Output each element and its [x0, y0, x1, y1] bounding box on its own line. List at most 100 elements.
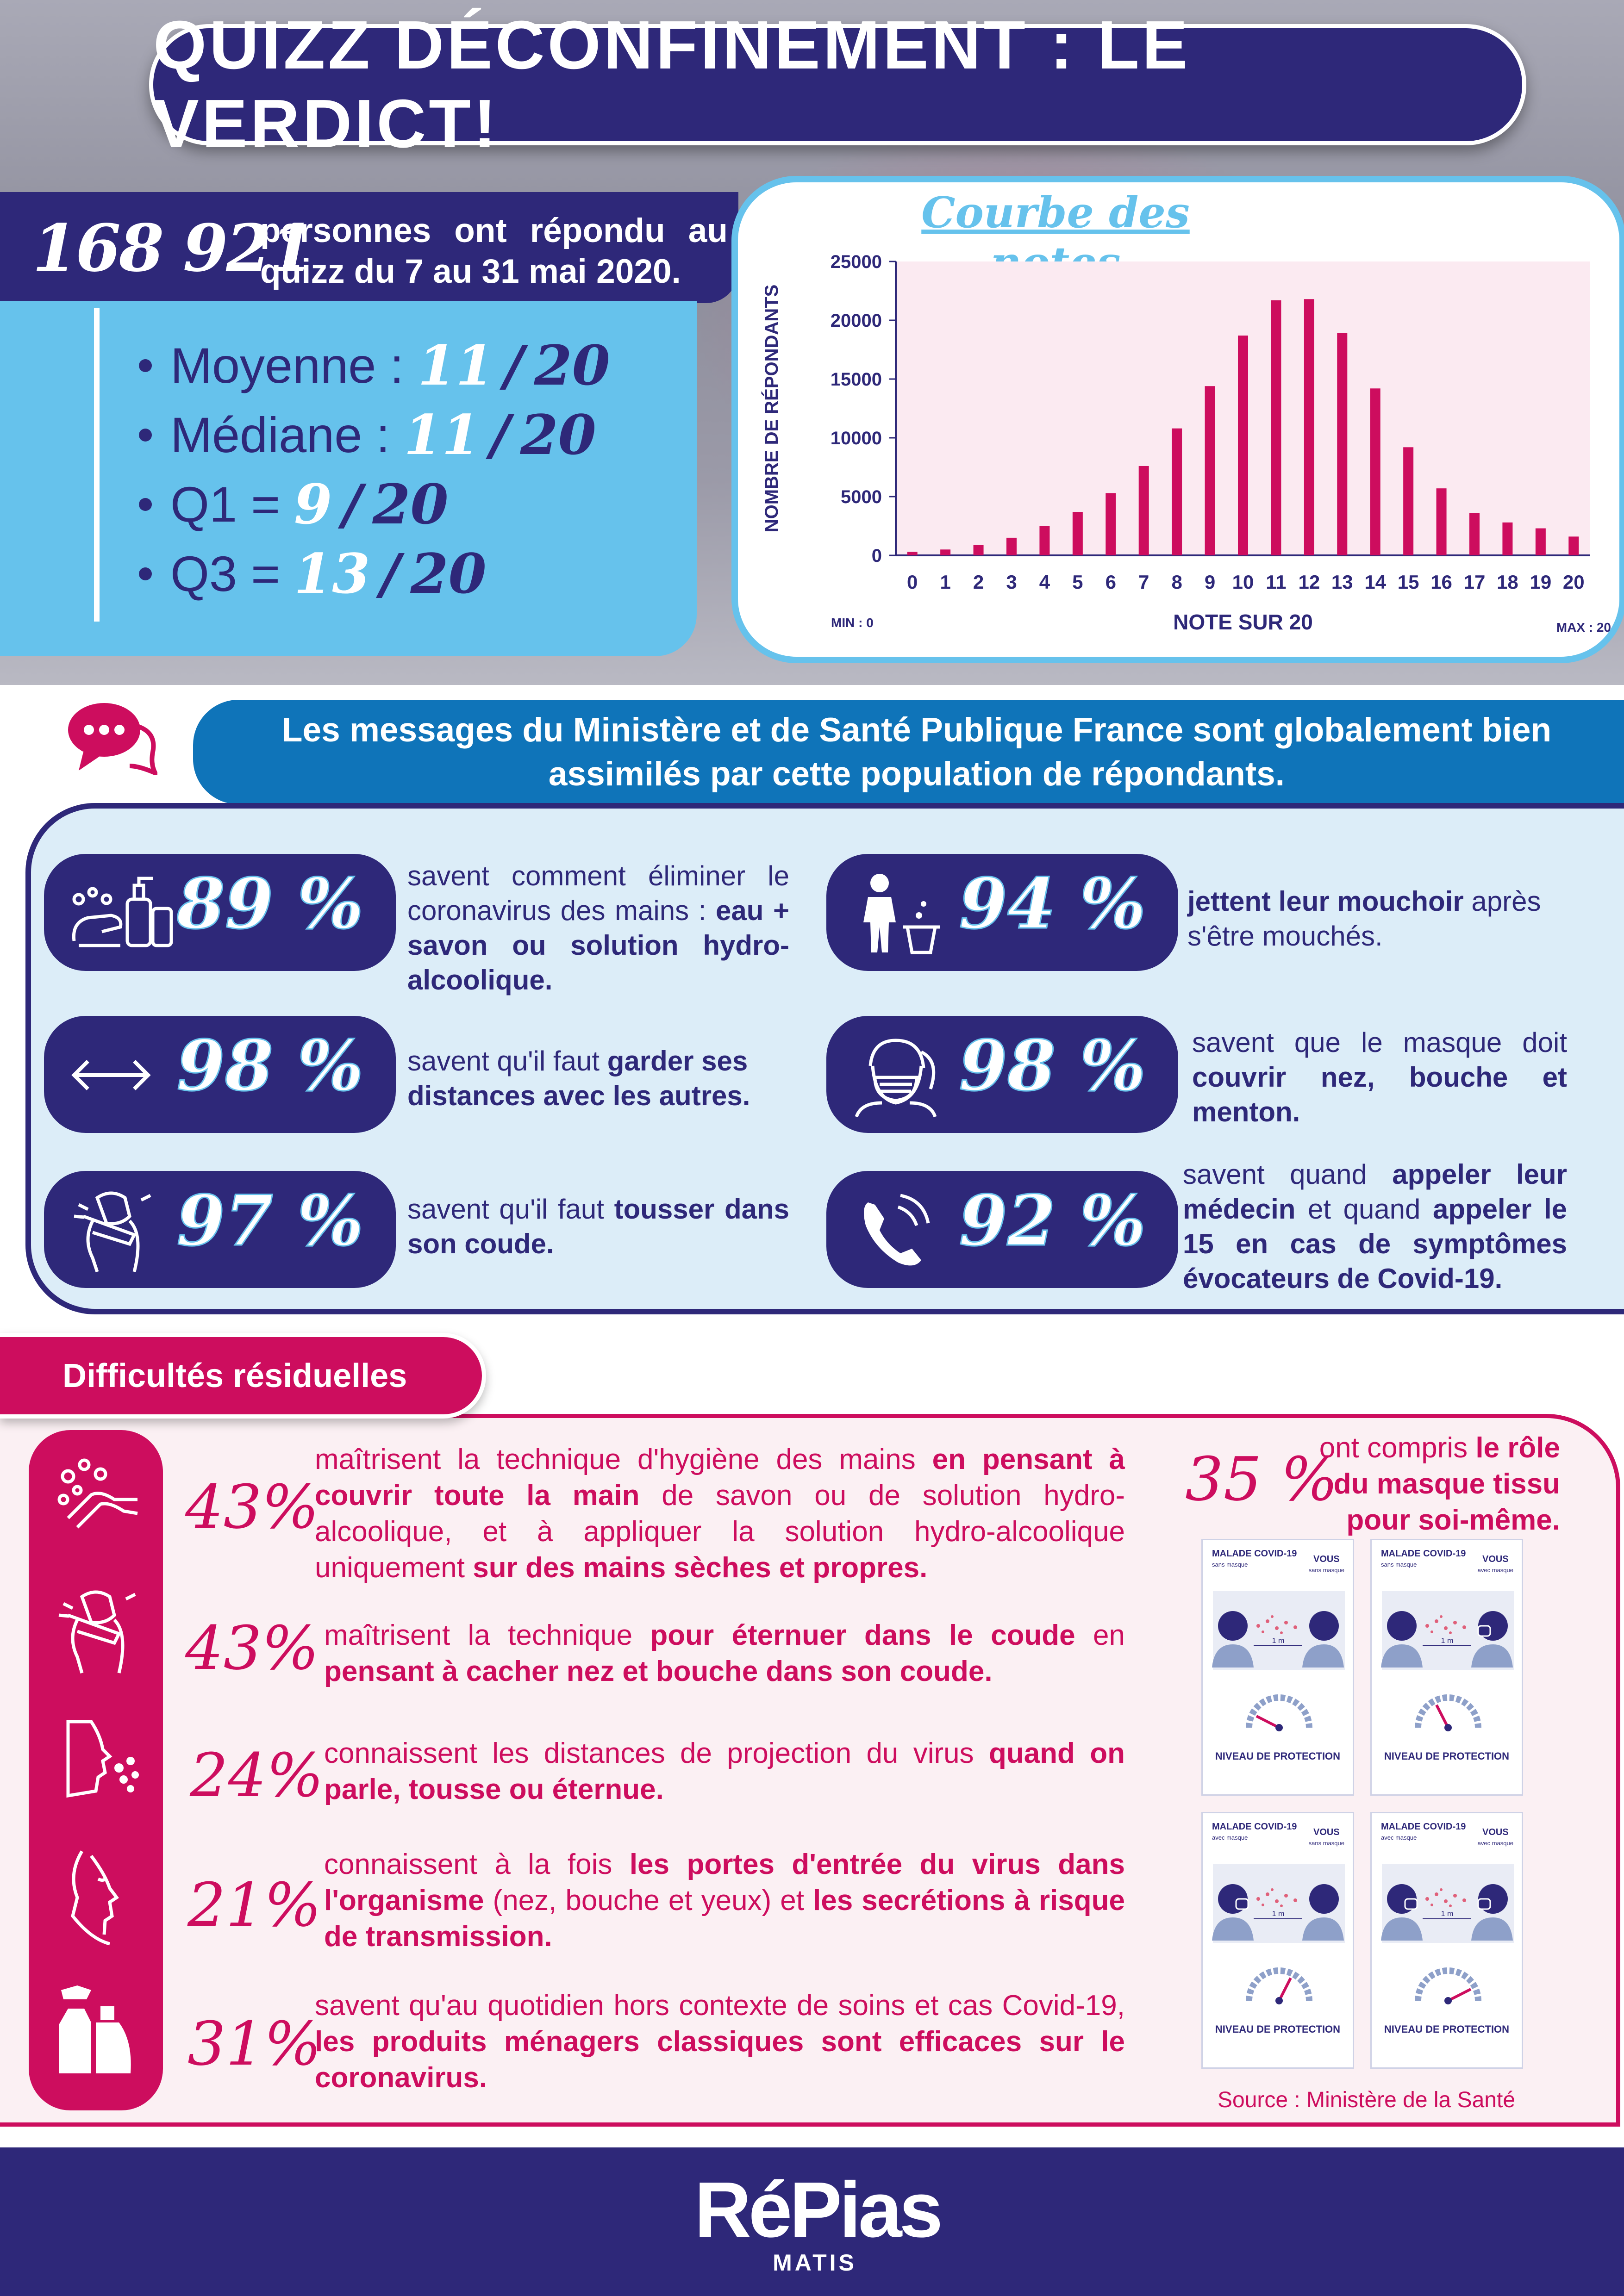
gauge-needle	[1447, 1988, 1472, 2002]
you-head-icon	[1309, 1611, 1339, 1641]
cleaning-products-icon	[59, 1985, 131, 2073]
stat-q1: Q1 = 9/20	[139, 472, 449, 536]
distance-arrow-icon	[71, 1060, 151, 1090]
you-mask-icon	[1477, 1625, 1491, 1637]
stat-value: 9	[294, 472, 332, 536]
bar	[1469, 513, 1480, 555]
text-part: savent qu'il faut	[407, 1194, 614, 1225]
x-tick-label: 6	[1106, 571, 1116, 593]
y-tick-label: 15000	[831, 369, 882, 390]
droplets-icon	[1256, 1615, 1297, 1634]
text-bold: en pensant à couvrir toute la main	[315, 1444, 1125, 1512]
patient-body-icon	[1381, 1644, 1423, 1668]
bar	[1006, 537, 1017, 555]
hand-washing-icon	[72, 877, 173, 947]
stat-sep: /	[504, 333, 524, 398]
you-body-icon	[1302, 1917, 1344, 1941]
y-axis-label: NOMBRE DE RÉPONDANTS	[761, 285, 782, 533]
stat-value: 11	[418, 333, 494, 398]
x-tick-label: 9	[1205, 571, 1215, 593]
x-tick-label: 19	[1530, 571, 1551, 593]
text-bold: couvrir nez, bouche et menton.	[1192, 1062, 1567, 1127]
card-right-label: VOUS avec masque	[1478, 1827, 1513, 1848]
card-left-title: MALADE COVID-19	[1212, 1822, 1297, 1832]
card-left-label: MALADE COVID-19 avec masque	[1212, 1822, 1297, 1843]
cough-elbow-icon	[74, 1191, 151, 1273]
distance-label: 1 m	[1272, 1910, 1285, 1918]
x-tick-label: 10	[1232, 571, 1254, 593]
you-mask-icon	[1477, 1898, 1491, 1910]
scenario-illustration: 1 m	[1381, 1864, 1514, 2004]
bar	[1370, 388, 1380, 555]
gauge-pivot	[1275, 1724, 1283, 1731]
difficulties-icon-column	[29, 1430, 163, 2110]
stat-label: Moyenne :	[170, 337, 404, 393]
protection-gauge	[1415, 1694, 1481, 1728]
mask-scenario-card: MALADE COVID-19 sans masque VOUS avec masqu…	[1370, 1539, 1523, 1796]
bar	[1106, 493, 1116, 555]
patient-head-icon	[1387, 1611, 1417, 1641]
card-left-title: MALADE COVID-19	[1381, 1549, 1466, 1559]
card-left-label: MALADE COVID-19 avec masque	[1381, 1822, 1466, 1843]
mask-pct: 35 %	[1185, 1444, 1338, 1514]
phone-icon	[864, 1194, 930, 1266]
text-part: savent que le masque doit	[1192, 1027, 1567, 1058]
text-part: ont compris	[1319, 1432, 1476, 1464]
protection-gauge	[1246, 1694, 1312, 1728]
y-tick-label: 25000	[831, 252, 882, 272]
text-part: savent qu'il faut	[407, 1045, 607, 1076]
bar	[1039, 526, 1050, 555]
y-tick-label: 0	[872, 546, 882, 566]
stat-total: 20	[372, 472, 449, 536]
repias-logo: RéPias MATIS	[694, 2171, 943, 2276]
card-left-sub: sans masque	[1212, 1561, 1248, 1568]
bar	[1535, 528, 1546, 555]
mask-scenario-card: MALADE COVID-19 avec masque VOUS avec masqu…	[1370, 1812, 1523, 2069]
text-bold: garder ses distances avec les autres.	[407, 1045, 750, 1111]
text-part: connaissent à la fois	[324, 1848, 630, 1880]
you-body-icon	[1302, 1644, 1344, 1668]
text-part: (nez, bouche et yeux) et	[484, 1885, 813, 1916]
text-part: savent quand	[1183, 1159, 1393, 1190]
you-body-icon	[1471, 1644, 1513, 1668]
respondents-band	[0, 192, 738, 303]
text-part: et quand	[1295, 1194, 1433, 1225]
bar	[940, 549, 951, 555]
text-bold: jettent leur mouchoir	[1187, 886, 1464, 917]
bullet	[139, 359, 152, 372]
bar	[973, 545, 984, 555]
positive-text-tissue: jettent leur mouchoir après s'être mouch…	[1187, 884, 1565, 953]
text-bold: quand on parle, tousse ou éternue.	[324, 1737, 1125, 1805]
card-right-sub: avec masque	[1477, 1567, 1513, 1574]
card-left-label: MALADE COVID-19 sans masque	[1381, 1549, 1466, 1570]
pct-value: 97 %	[176, 1180, 364, 1263]
card-left-sub: avec masque	[1381, 1834, 1417, 1841]
max-label: MAX : 20	[1556, 620, 1611, 635]
protection-level-label: NIVEAU DE PROTECTION	[1215, 2023, 1341, 2035]
card-left-title: MALADE COVID-19	[1212, 1549, 1297, 1559]
bar	[1337, 333, 1348, 555]
card-right-title: VOUS	[1313, 1554, 1340, 1564]
patient-mask-icon	[1235, 1898, 1249, 1910]
source-note: Source : Ministère de la Santé	[1218, 2088, 1516, 2112]
x-tick-label: 20	[1563, 571, 1585, 593]
gauge-pivot	[1444, 1997, 1452, 2004]
bullet	[139, 498, 152, 511]
footer	[0, 2147, 1624, 2296]
patient-head-icon	[1218, 1611, 1248, 1641]
bar	[1304, 299, 1314, 555]
pct-value: 98 %	[958, 1025, 1146, 1108]
difficulty-text: maîtrisent la technique pour éternuer da…	[324, 1618, 1125, 1690]
pct-pill-handwash: 89 %	[44, 854, 396, 971]
x-tick-label: 13	[1331, 571, 1353, 593]
x-tick-label: 14	[1364, 571, 1386, 593]
text-bold: appeler leur médecin	[1183, 1159, 1568, 1225]
card-right-title: VOUS	[1482, 1827, 1509, 1837]
text-bold: appeler le 15 en cas de symptômes évocat…	[1183, 1194, 1567, 1294]
pct-value: 89 %	[176, 863, 364, 946]
bar	[1172, 428, 1182, 555]
patient-body-icon	[1381, 1917, 1423, 1941]
respondents-count: 168 921	[32, 211, 314, 286]
pct-value: 92 %	[958, 1180, 1146, 1263]
scenario-illustration: 1 m	[1212, 1591, 1345, 1731]
